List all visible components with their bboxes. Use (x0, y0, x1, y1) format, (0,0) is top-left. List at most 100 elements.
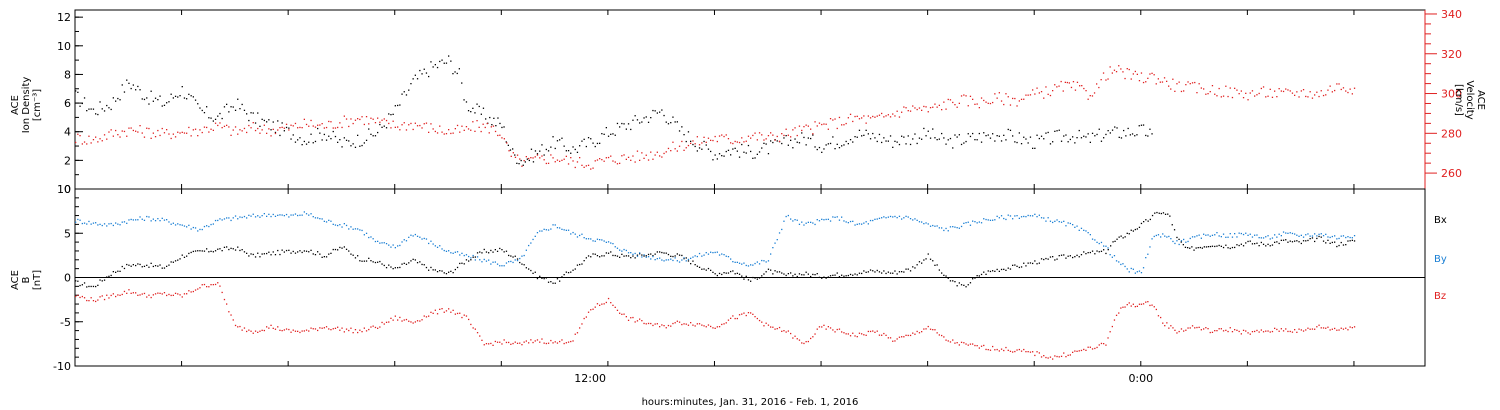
data-point (157, 292, 159, 294)
data-point (785, 274, 787, 277)
data-point (590, 256, 592, 258)
data-point (694, 325, 696, 327)
data-point (135, 292, 137, 294)
data-point (174, 292, 177, 294)
data-point (539, 150, 541, 152)
data-point (228, 311, 230, 313)
data-point (1102, 72, 1105, 74)
data-point (490, 126, 492, 128)
data-point (1000, 268, 1003, 271)
data-point (381, 242, 383, 244)
data-point (232, 319, 234, 321)
data-point (532, 161, 535, 163)
data-point (1351, 237, 1353, 239)
data-point (390, 266, 392, 268)
data-point (610, 155, 612, 157)
data-point (1185, 84, 1187, 86)
data-point (816, 273, 818, 275)
data-point (443, 311, 445, 313)
data-point (470, 323, 472, 326)
data-point (199, 228, 201, 231)
data-point (980, 222, 983, 224)
data-point (421, 319, 423, 321)
data-point (1227, 247, 1229, 249)
data-point (108, 223, 110, 225)
data-point (397, 104, 399, 107)
data-point (1116, 238, 1118, 240)
data-point (1007, 267, 1009, 269)
data-point (137, 85, 139, 88)
data-point (439, 60, 441, 63)
velocity-axis-label-3: [km/s] (1453, 84, 1464, 116)
data-point (1322, 240, 1325, 242)
data-point (707, 267, 710, 270)
data-point (445, 273, 448, 275)
data-point (1076, 350, 1078, 352)
data-point (1329, 329, 1331, 331)
data-point (776, 239, 778, 241)
data-point (450, 311, 452, 313)
data-point (721, 323, 723, 326)
data-point (361, 331, 363, 333)
data-point (583, 138, 585, 140)
data-point (823, 324, 825, 326)
data-point (266, 132, 268, 134)
data-point (310, 249, 312, 251)
data-point (1278, 242, 1280, 245)
data-point (756, 153, 758, 155)
data-point (936, 106, 938, 108)
data-point (725, 150, 727, 153)
data-point (594, 160, 596, 162)
data-point (1140, 303, 1143, 305)
data-point (323, 327, 325, 329)
data-point (392, 319, 394, 321)
data-point (718, 326, 721, 328)
field-axis-label-3: [nT] (32, 270, 43, 290)
data-point (83, 297, 86, 299)
data-point (359, 118, 361, 121)
data-point (1267, 330, 1269, 332)
data-point (798, 339, 801, 341)
data-point (1245, 330, 1247, 332)
data-point (448, 271, 450, 273)
data-point (825, 144, 827, 146)
data-point (337, 224, 339, 227)
data-point (383, 264, 385, 267)
data-point (641, 152, 643, 154)
data-point (1274, 234, 1276, 236)
data-point (1300, 234, 1302, 236)
data-point (836, 143, 838, 145)
data-point (419, 69, 421, 72)
data-point (503, 265, 505, 267)
data-point (778, 232, 781, 234)
data-point (439, 270, 441, 272)
data-point (574, 268, 576, 270)
data-point (321, 327, 323, 329)
data-point (945, 108, 947, 110)
data-point (998, 217, 1000, 219)
data-point (643, 255, 645, 257)
data-point (1054, 130, 1056, 132)
data-point (772, 134, 774, 136)
legend-bx: Bx (1434, 215, 1447, 226)
data-point (1229, 87, 1231, 89)
data-point (1034, 213, 1036, 215)
data-point (323, 220, 325, 222)
data-point (790, 139, 792, 141)
data-point (1278, 233, 1280, 235)
data-point (834, 216, 836, 218)
data-point (128, 264, 130, 266)
data-point (348, 228, 350, 230)
data-point (1155, 234, 1157, 237)
data-point (390, 246, 392, 248)
data-point (1118, 312, 1120, 314)
data-point (101, 140, 103, 142)
data-point (126, 135, 128, 137)
data-point (1205, 234, 1207, 236)
data-point (678, 130, 681, 132)
data-point (996, 97, 998, 99)
data-point (703, 140, 705, 143)
data-point (285, 249, 288, 252)
data-point (718, 272, 721, 275)
data-point (1222, 95, 1225, 97)
